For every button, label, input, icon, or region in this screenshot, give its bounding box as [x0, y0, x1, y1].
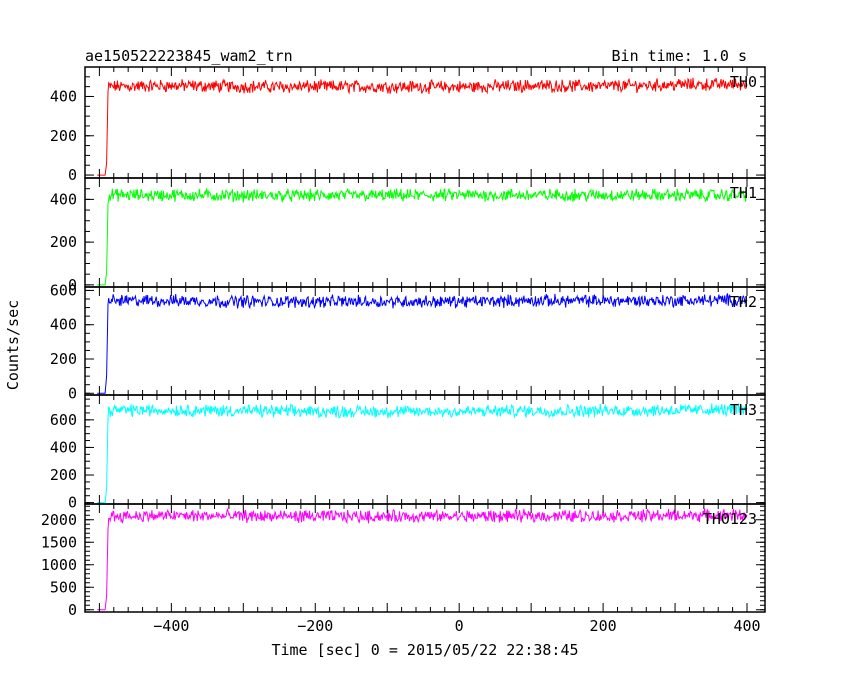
series-line-th0123 — [97, 507, 748, 611]
y-tick-label: 200 — [50, 233, 77, 251]
x-tick-label: −400 — [153, 617, 189, 635]
panel-th2: 0 200 400 600 TH2 — [50, 281, 766, 402]
y-tick-label: 0 — [68, 601, 77, 619]
series-line-th0 — [97, 77, 748, 176]
y-tick-label: 1500 — [41, 533, 77, 551]
y-tick-label: 500 — [50, 578, 77, 596]
panel-label: TH3 — [730, 401, 757, 419]
y-tick-label: 1000 — [41, 556, 77, 574]
y-tick-label: 400 — [50, 190, 77, 208]
panel-frame — [84, 503, 766, 613]
y-axis-label: Counts/sec — [4, 300, 22, 390]
x-tick-label: 200 — [590, 617, 617, 635]
y-tick-label: 2000 — [41, 511, 77, 529]
y-tick-label: 600 — [50, 281, 77, 299]
panel-th3: 0 200 400 600 TH3 — [50, 394, 766, 512]
y-tick-label: 400 — [50, 438, 77, 456]
panel-th0123: 0 500 1000 1500 2000 TH0123 — [41, 503, 766, 619]
y-tick-label: 200 — [50, 466, 77, 484]
x-tick-label: 400 — [733, 617, 760, 635]
y-tick-label: 0 — [68, 494, 77, 512]
panel-th0: 0 200 400 TH0 — [50, 66, 766, 184]
panel-th1: 0 200 400 TH1 — [50, 177, 766, 294]
y-tick-label: 400 — [50, 87, 77, 105]
y-tick-label: 200 — [50, 350, 77, 368]
panel-label: TH0123 — [703, 510, 757, 528]
panel-label: TH1 — [730, 184, 757, 202]
series-line-th2 — [97, 292, 748, 394]
y-tick-label: 400 — [50, 316, 77, 334]
y-tick-label: 200 — [50, 127, 77, 145]
chart-title-right: Bin time: 1.0 s — [612, 47, 747, 65]
x-axis-label: Time [sec] 0 = 2015/05/22 22:38:45 — [271, 641, 578, 659]
panel-label: TH2 — [730, 293, 757, 311]
panels-group: 0 200 400 TH0 0 200 400 TH1 0 200 400 600 TH2 0 200 400… — [41, 66, 766, 635]
y-tick-label: 600 — [50, 411, 77, 429]
x-tick-label: 0 — [455, 617, 464, 635]
x-tick-label: −200 — [297, 617, 333, 635]
y-tick-label: 0 — [68, 384, 77, 402]
series-line-th3 — [97, 402, 748, 504]
y-tick-label: 0 — [68, 166, 77, 184]
chart-title-left: ae150522223845_wam2_trn — [85, 47, 293, 65]
series-line-th1 — [97, 187, 747, 286]
y-tick-label: 0 — [68, 276, 77, 294]
panel-label: TH0 — [730, 73, 757, 91]
